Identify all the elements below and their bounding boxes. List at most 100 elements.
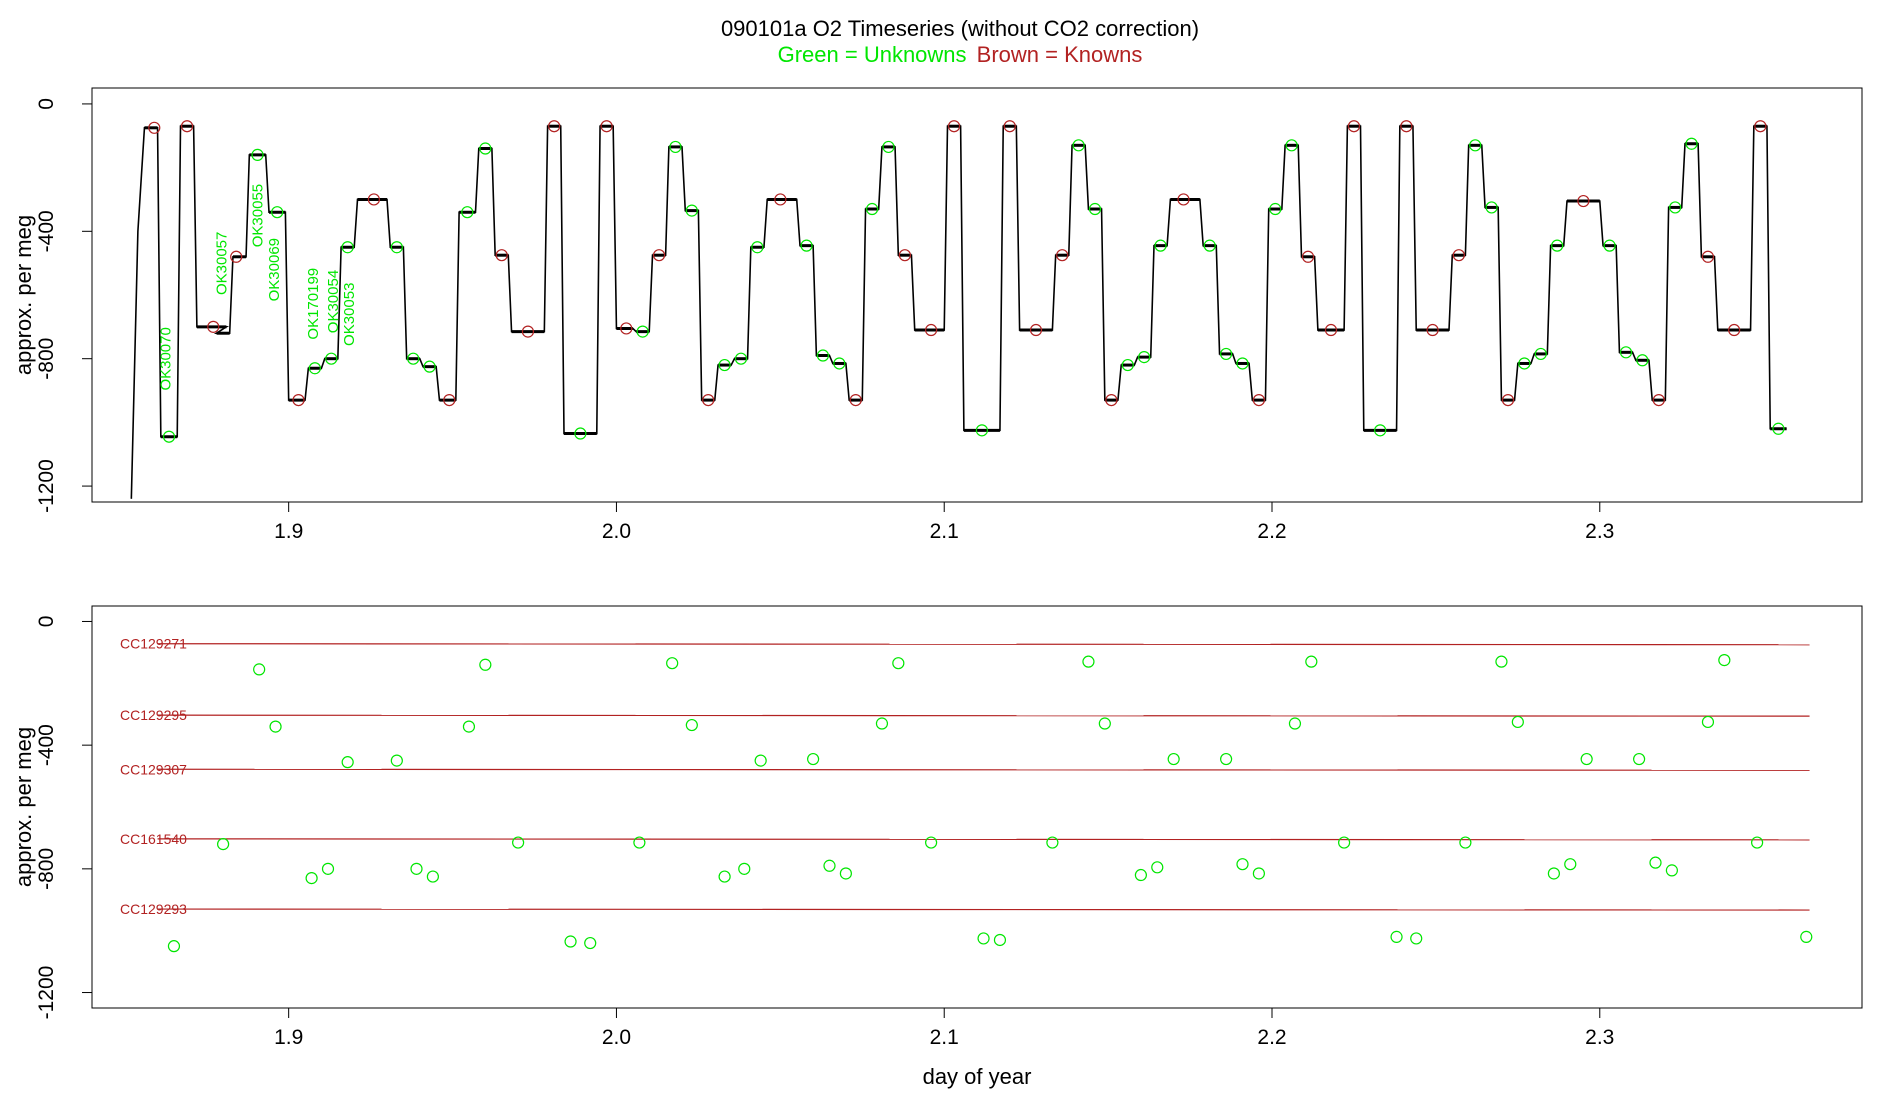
known-point: [207, 320, 220, 333]
y-tick-label: -800: [35, 338, 58, 380]
x-axis-label: day of year: [923, 1064, 1032, 1089]
known-point: [1501, 393, 1515, 407]
unknown-point: [1551, 239, 1564, 252]
unknown-point: [269, 720, 282, 733]
known-point: [1056, 249, 1069, 262]
unknown-point: [1619, 346, 1633, 359]
reference-line-label: CC129307: [120, 761, 187, 777]
unknown-point: [816, 349, 830, 362]
unknown-point: [162, 430, 176, 443]
unknown-point: [574, 427, 587, 440]
unknown-point: [1154, 239, 1167, 252]
unknown-point: [1288, 717, 1302, 730]
unknown-point: [1518, 357, 1531, 370]
unknown-point: [390, 241, 403, 254]
y-tick-label: 0: [35, 616, 58, 628]
unknown-point: [1603, 239, 1616, 252]
unknown-point: [479, 658, 492, 671]
unknown-point: [1636, 354, 1649, 367]
unknown-point: [882, 140, 895, 154]
unknown-point: [1138, 351, 1151, 364]
tank-annotation: OK170199: [305, 268, 322, 340]
unknown-point: [341, 756, 354, 769]
unknown-point: [308, 362, 321, 375]
y-tick-label: -800: [35, 848, 58, 890]
unknown-point: [390, 754, 403, 767]
unknown-point: [1772, 422, 1785, 435]
known-point: [148, 121, 161, 134]
y-axis-label: approx. per meg: [11, 215, 36, 375]
unknown-point: [666, 657, 679, 670]
known-point: [1029, 323, 1043, 337]
reference-line: [157, 908, 1810, 911]
unknown-point: [1374, 424, 1387, 437]
tank-annotation: OK30053: [341, 283, 358, 346]
known-point: [925, 323, 938, 337]
unknown-point: [892, 657, 905, 670]
unknown-point: [1485, 201, 1498, 214]
reference-line-label: CC129271: [120, 636, 187, 652]
unknown-point: [1511, 715, 1524, 729]
known-point: [521, 325, 535, 338]
unknown-point: [1751, 836, 1764, 849]
unknown-point: [1649, 856, 1662, 869]
unknown-point: [1390, 930, 1403, 943]
unknown-point: [1098, 717, 1111, 730]
x-tick-label: 2.1: [930, 1026, 959, 1049]
known-point: [1426, 323, 1439, 337]
unknown-point: [423, 360, 436, 373]
known-point: [443, 393, 456, 407]
known-point: [1324, 323, 1338, 337]
known-point: [495, 249, 508, 262]
unknown-point: [1669, 201, 1682, 214]
known-point: [1003, 120, 1016, 133]
unknown-point: [1203, 239, 1216, 252]
unknown-point: [1220, 752, 1233, 766]
known-point: [1301, 250, 1315, 263]
unknown-point: [479, 142, 492, 155]
reference-line-label: CC161540: [120, 831, 187, 847]
x-tick-label: 2.0: [602, 1026, 631, 1049]
y-tick-label: 0: [35, 98, 58, 110]
known-point: [1452, 249, 1465, 262]
known-point: [1754, 120, 1767, 133]
unknown-point: [807, 752, 820, 766]
y-tick-label: -400: [35, 210, 58, 252]
unknown-point: [875, 717, 889, 730]
x-tick-label: 2.0: [602, 520, 631, 543]
unknown-point: [1252, 867, 1265, 880]
reference-line-label: CC129293: [120, 901, 187, 917]
known-point: [1701, 250, 1715, 263]
unknown-point: [1495, 655, 1508, 668]
x-tick-label: 2.3: [1585, 1026, 1614, 1049]
known-point: [947, 120, 961, 133]
known-point: [1105, 393, 1118, 407]
known-point: [652, 249, 666, 262]
unknown-point: [993, 933, 1007, 947]
x-tick-label: 2.2: [1257, 520, 1286, 543]
known-point: [774, 193, 787, 206]
unknown-point: [1151, 861, 1164, 874]
known-point: [1177, 193, 1190, 206]
unknown-point: [1167, 752, 1180, 766]
unknown-point: [1269, 202, 1282, 216]
known-point: [620, 322, 633, 335]
unknown-point: [584, 936, 597, 950]
unknown-point: [341, 241, 354, 254]
unknown-point: [1469, 139, 1482, 152]
tank-annotation: OK30070: [158, 327, 175, 390]
unknown-point: [1633, 752, 1646, 766]
y-tick-label: -1200: [35, 459, 58, 513]
known-point: [367, 193, 380, 206]
unknown-point: [925, 836, 938, 849]
known-point: [1728, 323, 1741, 337]
unknown-point: [738, 862, 751, 875]
x-tick-label: 1.9: [274, 1026, 303, 1049]
unknown-point: [1800, 930, 1813, 943]
unknown-point: [1121, 358, 1134, 372]
unknown-point: [1410, 932, 1423, 945]
y-axis-label: approx. per meg: [11, 727, 36, 887]
known-point: [600, 120, 613, 133]
unknown-point: [1088, 202, 1102, 216]
reference-line-label: CC129295: [120, 707, 187, 723]
